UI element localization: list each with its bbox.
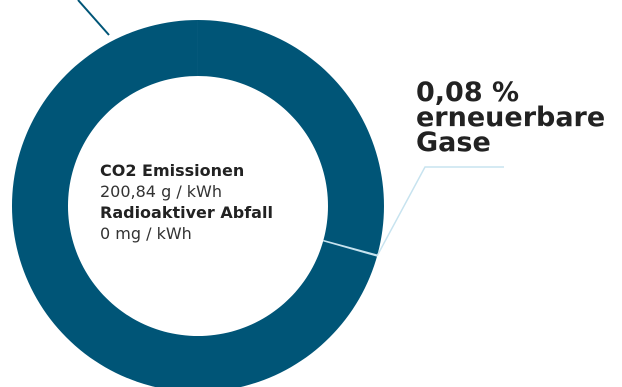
callout-label-line1: erneuerbare bbox=[416, 102, 606, 133]
radioactive-waste-label: Radioaktiver Abfall bbox=[100, 203, 273, 222]
co2-emissions-label: CO2 Emissionen bbox=[100, 161, 245, 180]
callout-label-line2: Gase bbox=[416, 127, 491, 158]
radioactive-waste-value: 0 mg / kWh bbox=[100, 224, 192, 243]
callout-leader-line bbox=[376, 166, 504, 256]
renewable-gas-callout: 0,08 % erneuerbare Gase bbox=[416, 77, 606, 158]
co2-emissions-value: 200,84 g / kWh bbox=[100, 182, 223, 201]
slice-erneuerbare-gase bbox=[323, 239, 378, 257]
callout-value: 0,08 % bbox=[416, 77, 520, 108]
slice-other bbox=[12, 20, 384, 387]
top-leader-line bbox=[77, 0, 110, 36]
center-info: CO2 Emissionen 200,84 g / kWh Radioaktiv… bbox=[100, 160, 330, 244]
